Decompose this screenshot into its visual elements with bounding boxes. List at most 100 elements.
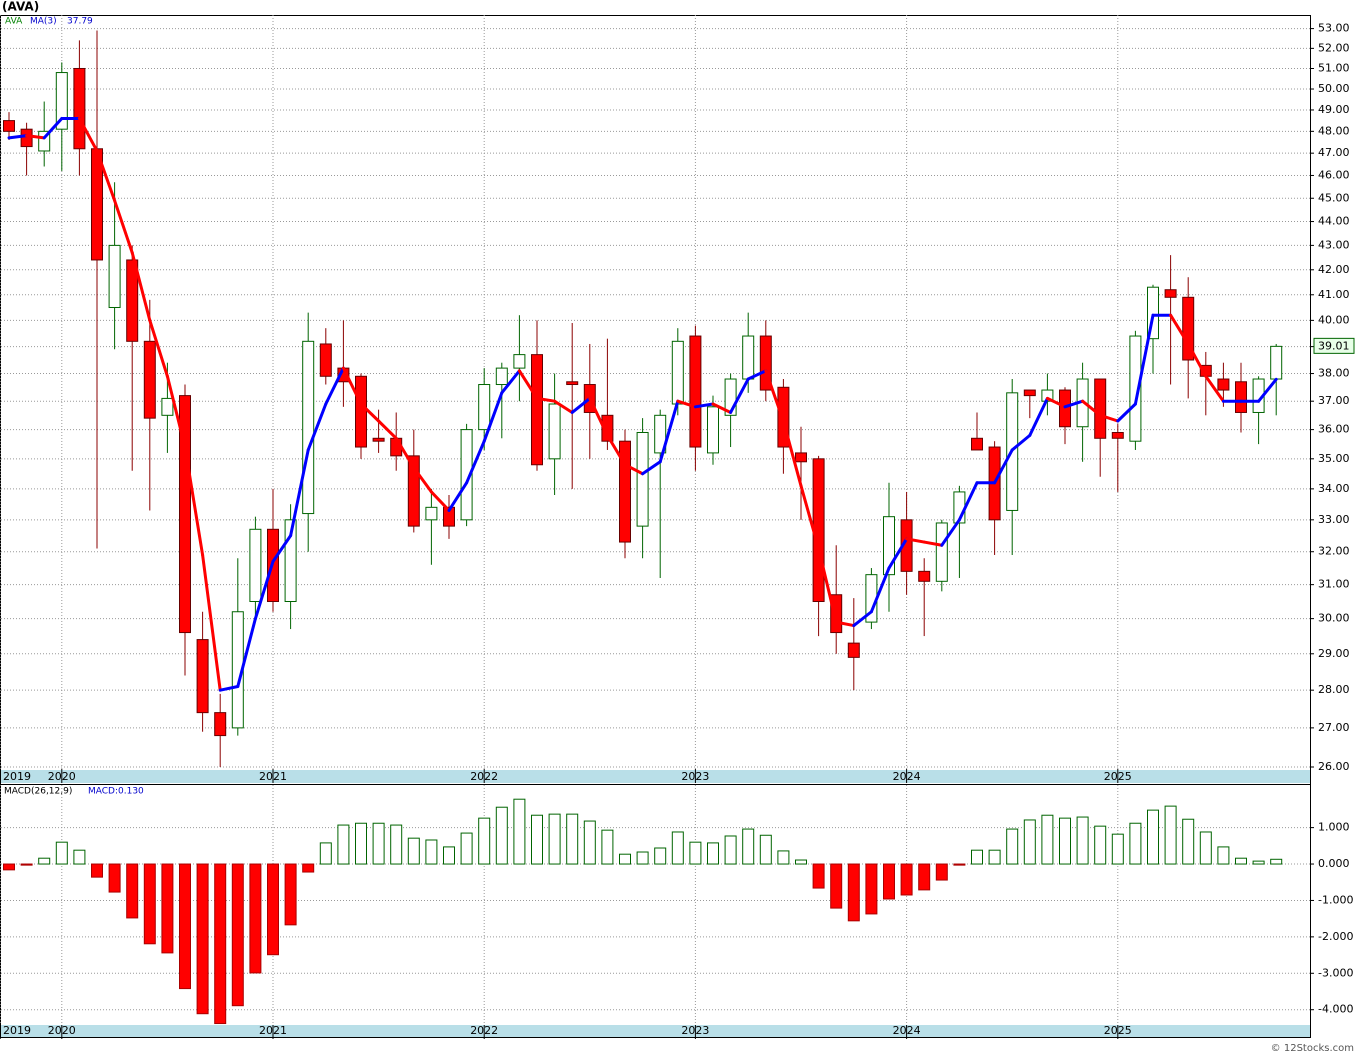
ma-segment [676,399,697,409]
ma-segment [781,419,803,488]
candle-body [1111,431,1124,439]
ma-segment [1186,342,1208,378]
ma-segment [1081,399,1102,417]
macd-bar [249,863,262,974]
macd-bar [267,863,279,956]
candle-body [619,440,631,543]
y-tick-label: 31.00 [1318,578,1350,591]
ma-segment [218,684,240,692]
candle-body [1059,389,1071,428]
macd-bar [73,849,86,865]
candle-body [531,354,543,466]
macd-bar [460,832,473,865]
y-tick-label: 29.00 [1318,647,1350,660]
macd-bar [1270,858,1283,865]
candle-body [689,335,702,448]
macd-bar [425,839,438,865]
ma-segment [113,199,134,255]
y-tick-label: 42.00 [1318,263,1350,276]
ma-segment [693,402,715,409]
candle-body [548,403,561,460]
ma-segment [394,436,416,470]
macd-bar [724,835,737,865]
candle-body [478,384,491,431]
y-tick-label: 40.00 [1318,313,1350,326]
candle-body [636,431,649,527]
ma-segment [1257,377,1278,403]
macd-bar [883,863,895,900]
macd-bar [847,863,860,922]
candle-body [73,67,86,150]
ma-segment [1133,313,1155,406]
ma-segment [500,369,521,395]
macd-bar [55,841,68,865]
candle-body [3,120,15,132]
macd-bar [372,822,385,865]
y-tick-label: 28.00 [1318,683,1350,696]
candle-body [707,406,719,454]
macd-bar [302,863,315,873]
macd-bar [971,849,983,865]
macd-bar [3,863,15,871]
macd-bar [671,831,684,865]
ma-segment [465,439,486,485]
ma-segment [641,460,662,476]
macd-bar [1217,846,1230,865]
ma-segment [306,402,328,452]
macd-bar [1076,816,1089,865]
macd-bar [654,847,667,865]
candle-body [918,570,931,582]
macd-bar [1164,805,1177,865]
y-tick-label: 37.00 [1318,394,1350,407]
candle-body [601,414,614,442]
x-tick-label: 2025 [1104,1024,1132,1037]
macd-bar [830,863,843,909]
x-tick-label: 2024 [893,770,921,783]
macd-bar [1129,822,1142,865]
y-tick-label: 44.00 [1318,215,1350,228]
candle-body [214,712,227,737]
macd-bar [918,863,931,891]
x-tick-label: 2025 [1104,770,1132,783]
ma-segment [201,553,222,692]
x-tick-label: 2019 [3,1024,31,1037]
macd-bar [865,863,878,915]
macd-bar [1235,857,1247,865]
x-tick-label: 2021 [259,770,287,783]
y-tick-label: 35.00 [1318,452,1350,465]
candle-body [671,340,684,405]
ma-segment [130,251,152,322]
ma-segment [429,490,451,512]
candle-body [830,594,843,634]
candle-body [20,128,33,148]
macd-bar [1199,831,1212,865]
macd-bar [513,798,526,865]
x-tick-label: 2020 [48,770,76,783]
macd-bar [1059,817,1071,865]
candle-body [1217,378,1230,391]
ma-segment [623,463,645,476]
candle-body [1182,296,1195,361]
y-tick-label: 34.00 [1318,482,1350,495]
macd-bar [20,863,33,866]
x-axis-band [1,770,1310,783]
macd-bar [777,850,790,865]
y-tick-label: 49.00 [1318,103,1350,116]
candle-body [566,381,579,386]
candle-body [126,259,139,342]
ma-segment [42,116,64,140]
candle-body [1270,345,1283,380]
candle-body [654,414,667,454]
y-tick-label: 36.00 [1318,423,1350,436]
macd-bar [179,863,191,990]
footer: © 12Stocks.com [1271,1043,1354,1054]
ma-segment [817,546,838,624]
y-tick-label: 41.00 [1318,288,1350,301]
ma-segment [165,374,187,449]
ma-segment [957,481,979,522]
candle-body [38,130,51,152]
ma-segment [1045,396,1067,409]
y-tick-label: 26.00 [1318,760,1350,773]
